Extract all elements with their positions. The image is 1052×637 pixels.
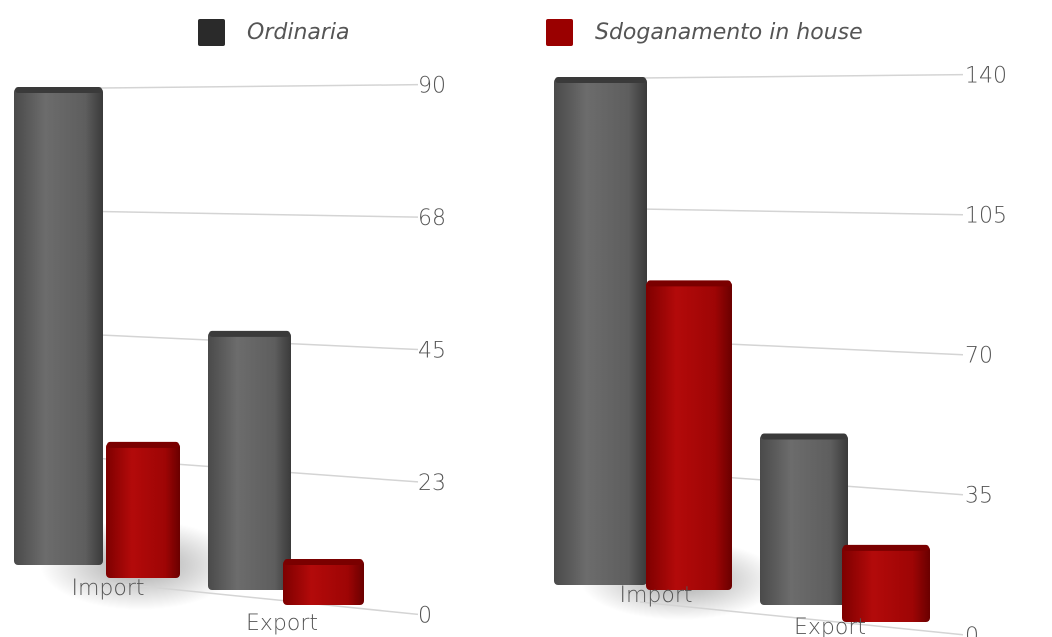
bar-body [842, 545, 930, 622]
y-tick-label: 35 [965, 484, 993, 509]
bar-top [15, 87, 102, 93]
bar-top [284, 559, 363, 566]
bar-top [761, 433, 847, 440]
bar-body [14, 88, 103, 565]
y-tick-label: 140 [965, 64, 1007, 89]
legend-ordinaria: Ordinaria [198, 14, 350, 50]
legend-swatch-sdoganamento [546, 18, 573, 46]
y-tick-label: 68 [418, 206, 446, 231]
bar-top [647, 280, 731, 287]
bar-sdoganamento-import [646, 280, 732, 590]
category-label-export: Export [794, 615, 866, 637]
y-tick-label: 23 [418, 471, 446, 496]
bar-sdoganamento-import [106, 441, 180, 578]
bar-body [283, 560, 364, 605]
bar-body [760, 434, 848, 605]
chart-2: 0 35 70 105 140 Import Export [554, 64, 1007, 637]
gridline [99, 210, 419, 218]
legend-swatch-ordinaria [198, 18, 225, 46]
gridline [639, 208, 964, 216]
bar-top [555, 77, 646, 83]
bar-body [646, 281, 732, 590]
gridline [99, 581, 419, 616]
y-tick-label: 70 [965, 344, 993, 369]
bar-top [843, 544, 929, 551]
y-tick-label: 90 [418, 74, 446, 99]
category-label-import: Import [619, 583, 692, 608]
bar-ordinaria-export [208, 330, 291, 590]
gridline [639, 601, 964, 636]
bar-ordinaria-import [14, 87, 103, 565]
legend-sdoganamento: Sdoganamento in house [546, 14, 863, 50]
bar-ordinaria-export [760, 433, 848, 605]
chart-1: 0 23 45 68 90 Import Export [14, 74, 446, 636]
bar-top [209, 330, 290, 337]
bar-top [107, 441, 179, 448]
y-tick-label: 0 [965, 624, 979, 637]
bar-sdoganamento-export [842, 544, 930, 622]
category-label-export: Export [246, 611, 318, 636]
bar-sdoganamento-export [283, 559, 364, 605]
bar-ordinaria-import [554, 77, 647, 585]
category-label-import: Import [71, 576, 144, 601]
legend-label-ordinaria: Ordinaria [247, 19, 350, 45]
gridline [99, 83, 419, 89]
y-tick-label: 105 [965, 204, 1007, 229]
y-tick-label: 0 [418, 603, 432, 628]
gridline [639, 73, 964, 79]
bar-body [554, 78, 647, 585]
bar-body [208, 331, 291, 590]
legend-label-sdoganamento: Sdoganamento in house [595, 19, 863, 45]
y-tick-label: 45 [418, 339, 446, 364]
bar-body [106, 442, 180, 578]
